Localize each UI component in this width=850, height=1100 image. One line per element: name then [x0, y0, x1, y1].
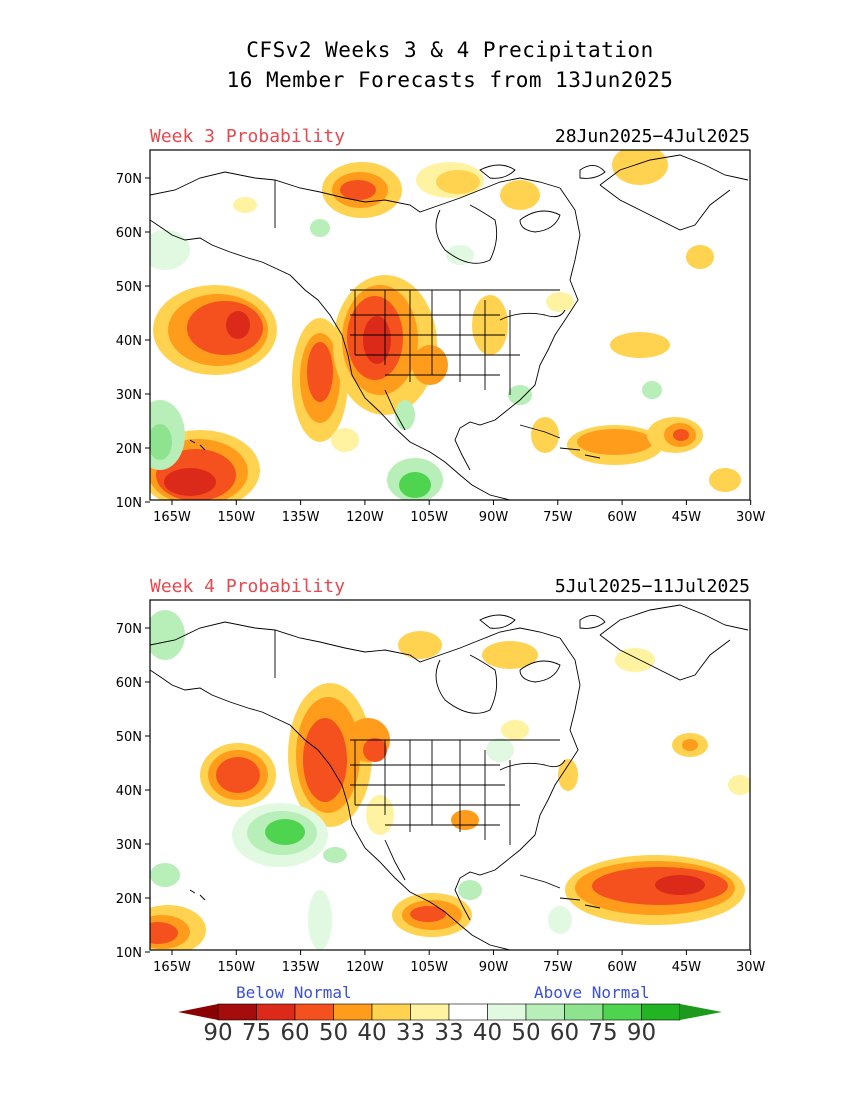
lat-label: 30N [116, 388, 142, 403]
legend-value: 50 [511, 1020, 541, 1046]
legend-value: 75 [588, 1020, 618, 1046]
lon-label: 30W [736, 510, 766, 525]
week3-probability-map: 165W 150W 135W 120W 105W 90W 75W 60W 45W 30W 70N 60… [116, 149, 766, 525]
lon-label: 150W [217, 960, 255, 975]
legend-swatch [333, 1003, 373, 1021]
lon-label: 165W [153, 960, 191, 975]
lon-label: 135W [282, 510, 320, 525]
week3-label: Week 3 Probability [150, 126, 346, 147]
legend-value: 40 [357, 1020, 387, 1046]
legend-value: 40 [472, 1020, 503, 1046]
legend-swatch [410, 1003, 450, 1021]
lon-label: 105W [410, 960, 448, 975]
legend-left-arrow [178, 1004, 218, 1020]
legend-value: 33 [434, 1020, 464, 1046]
lon-label: 120W [346, 510, 384, 525]
legend-above-normal: Above Normal [534, 983, 650, 1002]
legend-swatch [641, 1003, 681, 1021]
week4-probability-map: 165W 150W 135W 120W 105W 90W 75W 60W 45W 30W 70N 60… [116, 599, 766, 975]
legend-value: 60 [549, 1020, 580, 1046]
chart-subtitle: 16 Member Forecasts from 13Jun2025 [226, 68, 674, 92]
legend-value: 90 [203, 1020, 233, 1046]
lat-label: 10N [116, 946, 142, 961]
lat-label: 40N [116, 784, 142, 799]
legend-value: 33 [395, 1020, 426, 1046]
legend-value: 90 [626, 1020, 657, 1046]
lon-label: 45W [672, 510, 702, 525]
lon-label: 105W [410, 510, 448, 525]
lon-label: 150W [217, 510, 255, 525]
chart-title: CFSv2 Weeks 3 & 4 Precipitation [246, 38, 654, 62]
lon-label: 75W [543, 960, 573, 975]
lat-label: 70N [116, 172, 142, 187]
week3-axis-labels: 165W 150W 135W 120W 105W 90W 75W 60W 45W 30W 70N 60… [116, 172, 766, 525]
lat-label: 50N [116, 280, 142, 295]
legend-value: 75 [241, 1020, 272, 1046]
week4-dates: 5Jul2025−11Jul2025 [554, 576, 750, 597]
legend-colorbar [178, 1003, 722, 1021]
week4-axis-labels: 165W 150W 135W 120W 105W 90W 75W 60W 45W 30W 70N 60… [116, 622, 766, 975]
legend-swatch [294, 1003, 334, 1021]
lat-label: 60N [116, 676, 142, 691]
lat-label: 20N [116, 442, 142, 457]
legend-swatch [602, 1003, 642, 1021]
week4-above-normal-areas [150, 610, 572, 950]
lon-label: 30W [736, 960, 766, 975]
lon-label: 135W [282, 960, 320, 975]
lon-label: 165W [153, 510, 191, 525]
legend-swatch [448, 1003, 488, 1021]
week3-below-normal-areas [150, 150, 741, 500]
lat-label: 50N [116, 730, 142, 745]
lat-label: 70N [116, 622, 142, 637]
legend-swatch [371, 1003, 411, 1021]
legend-right-arrow [680, 1004, 722, 1020]
legend-swatch [564, 1003, 604, 1021]
week3-above-normal-areas [150, 219, 662, 500]
lon-label: 45W [672, 960, 702, 975]
lon-label: 90W [479, 510, 509, 525]
lon-label: 60W [607, 960, 637, 975]
legend-swatch [217, 1003, 257, 1021]
lat-label: 30N [116, 838, 142, 853]
legend-below-normal: Below Normal [236, 983, 352, 1002]
lon-label: 75W [543, 510, 573, 525]
legend-swatch [487, 1003, 527, 1021]
week4-below-normal-areas [150, 631, 750, 950]
lat-label: 10N [116, 496, 142, 511]
legend-value: 60 [280, 1020, 310, 1046]
legend-swatch [256, 1003, 296, 1021]
lat-label: 60N [116, 226, 142, 241]
lon-label: 60W [607, 510, 637, 525]
lat-label: 20N [116, 892, 142, 907]
legend-value: 50 [318, 1020, 349, 1046]
lon-label: 120W [346, 960, 384, 975]
legend-swatch [525, 1003, 565, 1021]
lat-label: 40N [116, 334, 142, 349]
week4-label: Week 4 Probability [150, 576, 346, 597]
lon-label: 90W [479, 960, 509, 975]
week3-dates: 28Jun2025−4Jul2025 [554, 126, 750, 147]
